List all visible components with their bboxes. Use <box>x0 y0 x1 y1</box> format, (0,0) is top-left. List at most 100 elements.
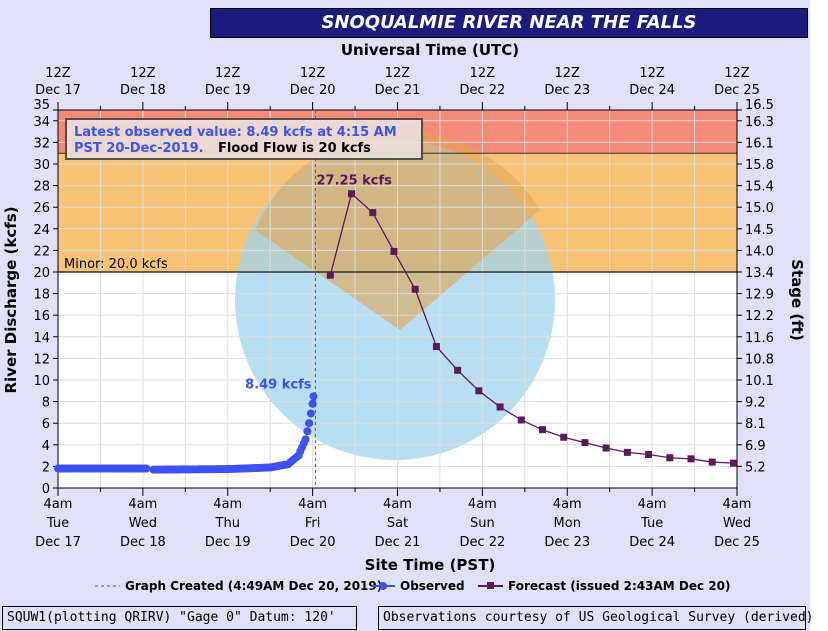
footer-credit: Observations courtesy of US Geological S… <box>378 606 813 630</box>
bottom-tick-label: Tue <box>46 516 69 531</box>
y-tick-label: 2 <box>42 460 50 475</box>
legend-observed-marker <box>379 582 387 590</box>
bottom-tick-label: Tue <box>640 516 663 531</box>
observed-point <box>301 435 310 444</box>
y-tick-label: 35 <box>33 98 50 113</box>
y-tick-label: 0 <box>42 482 50 497</box>
bottom-tick-label: 4am <box>213 497 242 512</box>
forecast-point <box>602 444 610 452</box>
bottom-tick-label: 4am <box>44 497 73 512</box>
top-tick-date: Dec 22 <box>459 83 505 98</box>
y2-tick-label: 10.1 <box>745 374 774 389</box>
top-tick-label: 12Z <box>470 66 496 81</box>
bottom-tick-label: Dec 24 <box>629 535 675 550</box>
bottom-tick-label: Wed <box>723 516 751 531</box>
top-tick-label: 12Z <box>385 66 411 81</box>
forecast-point <box>560 433 568 441</box>
forecast-point <box>581 439 589 447</box>
info-date: PST 20-Dec-2019. <box>74 141 204 156</box>
y-tick-label: 12 <box>33 352 50 367</box>
top-tick-label: 12Z <box>724 66 750 81</box>
forecast-point <box>390 247 398 255</box>
top-tick-date: Dec 24 <box>629 83 675 98</box>
bottom-tick-label: Dec 19 <box>205 535 251 550</box>
bottom-tick-label: Dec 17 <box>35 535 81 550</box>
forecast-point <box>729 459 737 467</box>
bottom-tick-label: Dec 18 <box>120 535 166 550</box>
forecast-point <box>517 416 525 424</box>
y2-tick-label: 10.8 <box>745 352 774 367</box>
y-tick-label: 22 <box>33 244 50 259</box>
forecast-point <box>666 454 674 462</box>
forecast-point <box>475 387 483 395</box>
bottom-tick-label: Wed <box>129 516 157 531</box>
bottom-tick-label: 4am <box>553 497 582 512</box>
observed-point <box>308 399 317 408</box>
bottom-tick-label: 4am <box>128 497 157 512</box>
bottom-tick-label: Sat <box>387 516 408 531</box>
y2-tick-label: 14.0 <box>745 244 774 259</box>
bottom-tick-label: Dec 20 <box>290 535 336 550</box>
observed-point <box>303 427 312 436</box>
top-tick-date: Dec 17 <box>35 83 81 98</box>
y2-tick-label: 12.9 <box>745 288 774 303</box>
top-tick-label: 12Z <box>300 66 326 81</box>
top-tick-label: 12Z <box>45 66 71 81</box>
y-tick-label: 18 <box>33 288 50 303</box>
y2-axis-label: Stage (ft) <box>788 259 806 341</box>
observed-point <box>309 392 318 401</box>
top-tick-date: Dec 19 <box>205 83 251 98</box>
forecast-line <box>329 192 734 464</box>
forecast-point <box>645 451 653 459</box>
y-tick-label: 30 <box>33 158 50 173</box>
observed-point <box>305 419 314 428</box>
y2-tick-label: 15.8 <box>745 158 774 173</box>
y2-tick-label: 8.1 <box>745 417 766 432</box>
observed-point <box>142 464 151 473</box>
bottom-tick-label: 4am <box>298 497 327 512</box>
y2-tick-label: 5.2 <box>745 460 766 475</box>
minor-flood-label: Minor: 20.0 kcfs <box>64 257 168 272</box>
y-tick-label: 20 <box>33 266 50 281</box>
bottom-tick-label: 4am <box>723 497 752 512</box>
y-tick-label: 14 <box>33 331 50 346</box>
forecast-point <box>411 285 419 293</box>
forecast-point <box>432 343 440 351</box>
y-tick-label: 34 <box>33 115 50 130</box>
bottom-tick-label: Mon <box>554 516 581 531</box>
top-tick-date: Dec 21 <box>375 83 421 98</box>
bottom-tick-label: 4am <box>468 497 497 512</box>
y2-tick-label: 15.4 <box>745 180 774 195</box>
y2-tick-label: 6.9 <box>745 439 766 454</box>
y2-tick-label: 14.5 <box>745 223 774 238</box>
forecast-point <box>454 366 462 374</box>
legend-graph-created: Graph Created (4:49AM Dec 20, 2019) <box>125 579 382 593</box>
y-tick-label: 8 <box>42 396 50 411</box>
y-tick-label: 28 <box>33 180 50 195</box>
y2-tick-label: 13.4 <box>745 266 774 281</box>
y2-tick-label: 16.5 <box>745 98 774 113</box>
top-tick-label: 12Z <box>215 66 241 81</box>
top-tick-date: Dec 20 <box>290 83 336 98</box>
y2-tick-label: 9.2 <box>745 396 766 411</box>
info-flood-flow: Flood Flow is 20 kcfs <box>218 141 371 156</box>
forecast-point <box>496 403 504 411</box>
forecast-point <box>326 271 334 279</box>
forecast-point <box>348 190 356 198</box>
observed-point <box>306 409 315 418</box>
y-axis-label: River Discharge (kcfs) <box>2 206 20 393</box>
forecast-point <box>369 209 377 217</box>
y2-tick-label: 11.6 <box>745 331 774 346</box>
top-tick-date: Dec 25 <box>714 83 760 98</box>
bottom-tick-label: Dec 25 <box>714 535 760 550</box>
legend-forecast-marker <box>487 582 494 589</box>
y2-tick-label: 12.2 <box>745 309 774 324</box>
y-tick-label: 26 <box>33 201 50 216</box>
legend-observed: Observed <box>400 579 465 593</box>
forecast-point <box>538 426 546 434</box>
top-axis-label: Universal Time (UTC) <box>341 41 519 59</box>
observed-value-label: 8.49 kcfs <box>245 377 312 392</box>
top-tick-date: Dec 18 <box>120 83 166 98</box>
bottom-tick-label: Dec 23 <box>544 535 590 550</box>
top-tick-label: 12Z <box>639 66 665 81</box>
